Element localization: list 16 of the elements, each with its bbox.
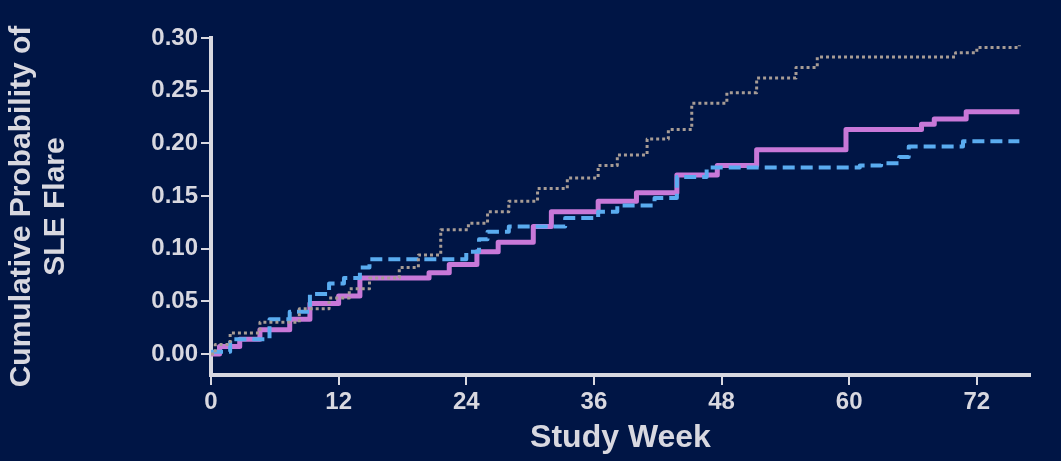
y-tick-label: 0.10 [151, 233, 198, 261]
x-tick-label: 36 [580, 387, 608, 415]
y-tick-label: 0.05 [151, 285, 198, 313]
y-tick-label: 0.30 [151, 22, 198, 50]
x-tick-label: 12 [325, 387, 352, 415]
x-axis-title: Study Week [530, 417, 712, 454]
x-tick-label: 60 [835, 387, 863, 415]
x-tick-label: 72 [963, 387, 991, 415]
x-tick-label: 24 [452, 387, 481, 415]
y-axis-title: Cumulative Probability of SLE Flare [2, 24, 71, 388]
y-tick-label: 0.20 [151, 127, 198, 155]
x-tick-label: 0 [204, 387, 218, 415]
y-tick-label: 0.00 [151, 338, 198, 366]
y-tick-label: 0.25 [151, 75, 198, 103]
x-tick-label: 48 [708, 387, 735, 415]
y-tick-label: 0.15 [151, 180, 198, 208]
